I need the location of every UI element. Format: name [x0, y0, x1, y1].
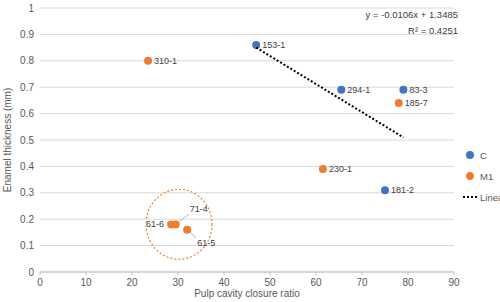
grid-line: [40, 34, 454, 35]
x-tick-label: 10: [80, 277, 92, 288]
grid-line: [40, 113, 454, 114]
point-label: 61-5: [197, 238, 215, 248]
equation: R² = 0.4251: [408, 25, 458, 36]
y-tick-label: 0.6: [20, 108, 34, 119]
point: [144, 57, 152, 65]
x-tick: [270, 272, 271, 275]
point: [337, 86, 345, 94]
legend-swatch: [463, 196, 477, 198]
x-tick: [454, 272, 455, 275]
y-tick-label: 0.2: [20, 214, 34, 225]
y-tick-label: 0.3: [20, 187, 34, 198]
grid-line: [40, 272, 454, 273]
x-tick: [224, 272, 225, 275]
x-tick: [86, 272, 87, 275]
grid-line: [40, 87, 454, 88]
x-tick-label: 30: [172, 277, 184, 288]
legend-label: M1: [480, 171, 493, 182]
plot-area: [144, 41, 407, 234]
legend-label: C: [480, 150, 487, 161]
x-tick: [40, 272, 41, 275]
leader-line: [189, 232, 196, 238]
legend-label: Linear (C): [480, 192, 500, 203]
point-label: 153-1: [262, 40, 285, 50]
chart: 00.10.20.30.40.50.60.70.80.9101020304050…: [0, 0, 500, 302]
y-tick-label: 0.8: [20, 55, 34, 66]
equation: y = -0.0106x + 1.3485: [366, 9, 458, 20]
point: [319, 165, 327, 173]
grid-line: [40, 245, 454, 246]
x-tick: [408, 272, 409, 275]
y-tick-label: 0.5: [20, 135, 34, 146]
legend-swatch: [466, 172, 474, 180]
x-tick: [132, 272, 133, 275]
y-tick-label: 0.1: [20, 240, 34, 251]
y-axis-title: Enamel thickness (mm): [2, 88, 13, 192]
legend: C M1 Linear (C): [463, 150, 500, 203]
y-tick-label: 0: [28, 267, 34, 278]
grid-line: [40, 219, 454, 220]
x-tick-label: 60: [310, 277, 322, 288]
x-tick-label: 80: [402, 277, 414, 288]
cluster-circle: [146, 189, 212, 259]
x-tick-label: 70: [356, 277, 368, 288]
point: [381, 186, 389, 194]
y-tick-label: 0.4: [20, 161, 34, 172]
point-label: 71-4: [190, 204, 208, 214]
point: [399, 86, 407, 94]
y-tick-label: 0.9: [20, 29, 34, 40]
point-label: 310-1: [154, 56, 177, 66]
point-label: 61-6: [146, 219, 164, 229]
x-axis-line: [40, 272, 454, 273]
grid-line: [40, 140, 454, 141]
legend-swatch: [466, 151, 474, 159]
x-tick-label: 40: [218, 277, 230, 288]
x-tick-label: 50: [264, 277, 276, 288]
x-tick: [316, 272, 317, 275]
labels: 153-1 294-1 83-3 181-2 310-1 185-7 230-1 61-6 71…: [146, 40, 428, 248]
point-label: 185-7: [405, 98, 428, 108]
point-label: 294-1: [347, 85, 370, 95]
x-tick-label: 0: [37, 277, 43, 288]
point-label: 181-2: [391, 185, 414, 195]
x-tick-label: 90: [448, 277, 460, 288]
x-tick-label: 20: [126, 277, 138, 288]
x-tick: [362, 272, 363, 275]
leader-line: [178, 214, 189, 222]
point: [395, 99, 403, 107]
x-axis-title: Pulp cavity closure ratio: [194, 288, 300, 299]
y-tick-label: 1: [28, 3, 34, 14]
y-tick-label: 0.7: [20, 82, 34, 93]
trend-line: [256, 48, 403, 138]
x-tick: [178, 272, 179, 275]
point-label: 83-3: [409, 85, 427, 95]
grid-line: [40, 166, 454, 167]
point-label: 230-1: [329, 164, 352, 174]
grid-line: [40, 60, 454, 61]
